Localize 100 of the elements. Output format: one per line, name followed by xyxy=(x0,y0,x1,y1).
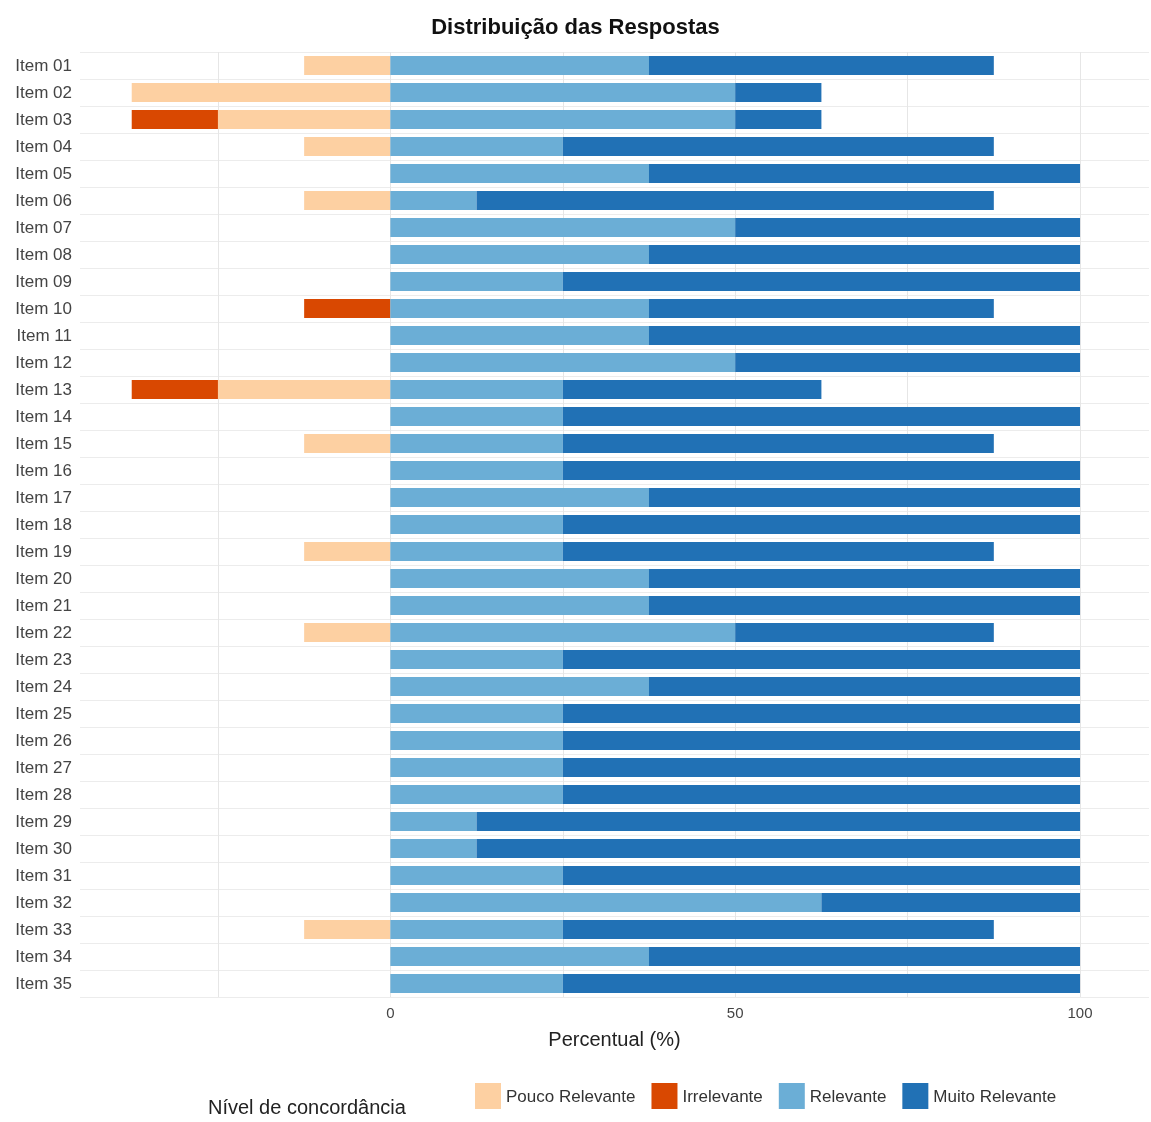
bar xyxy=(562,866,1081,885)
y-tick-label: Item 35 xyxy=(15,974,72,993)
y-tick-label: Item 10 xyxy=(15,299,72,318)
bar xyxy=(390,866,563,885)
bar xyxy=(735,110,822,129)
y-tick-label: Item 12 xyxy=(15,353,72,372)
bar xyxy=(648,677,1081,696)
bar xyxy=(648,299,994,318)
bar xyxy=(304,191,391,210)
bar xyxy=(476,812,1081,831)
bar xyxy=(304,299,391,318)
y-tick-label: Item 27 xyxy=(15,758,72,777)
y-tick-label: Item 31 xyxy=(15,866,72,885)
bar xyxy=(304,623,391,642)
x-axis-title: Percentual (%) xyxy=(548,1028,681,1050)
bar xyxy=(304,137,391,156)
bar xyxy=(735,83,822,102)
bar xyxy=(390,731,563,750)
y-tick-label: Item 02 xyxy=(15,83,72,102)
bar xyxy=(390,434,563,453)
bar xyxy=(562,461,1081,480)
bar xyxy=(131,83,391,102)
bar xyxy=(390,515,563,534)
x-tick-label: 0 xyxy=(386,1004,395,1021)
bar xyxy=(304,920,391,939)
y-tick-label: Item 34 xyxy=(15,947,72,966)
bar xyxy=(648,245,1081,264)
bar xyxy=(390,326,649,345)
y-tick-label: Item 06 xyxy=(15,191,72,210)
y-tick-label: Item 07 xyxy=(15,218,72,237)
bar xyxy=(304,56,391,75)
y-tick-label: Item 18 xyxy=(15,515,72,534)
bar xyxy=(648,596,1081,615)
legend-label: Relevante xyxy=(809,1086,887,1106)
bar xyxy=(648,56,994,75)
y-tick-label: Item 05 xyxy=(15,164,72,183)
bar xyxy=(390,164,649,183)
y-tick-label: Item 15 xyxy=(15,434,72,453)
bar xyxy=(390,677,649,696)
bar xyxy=(476,839,1081,858)
bar xyxy=(390,758,563,777)
bar xyxy=(304,542,391,561)
x-tick-label: 50 xyxy=(726,1004,744,1021)
bar xyxy=(735,218,1081,237)
bar xyxy=(390,839,477,858)
bar xyxy=(390,407,563,426)
y-tick-label: Item 16 xyxy=(15,461,72,480)
y-tick-label: Item 08 xyxy=(15,245,72,264)
y-tick-label: Item 30 xyxy=(15,839,72,858)
bar xyxy=(648,569,1081,588)
bar xyxy=(131,110,218,129)
bar xyxy=(390,650,563,669)
bar xyxy=(562,542,994,561)
legend-title: Nível de concordância xyxy=(208,1096,407,1118)
bar xyxy=(562,650,1081,669)
bar xyxy=(304,434,391,453)
y-tick-label: Item 23 xyxy=(15,650,72,669)
bar xyxy=(562,407,1081,426)
bar xyxy=(648,326,1081,345)
y-tick-label: Item 13 xyxy=(15,380,72,399)
bar xyxy=(390,623,736,642)
y-tick-label: Item 01 xyxy=(15,56,72,75)
bar xyxy=(390,974,563,993)
bar xyxy=(476,191,994,210)
y-tick-label: Item 26 xyxy=(15,731,72,750)
bar xyxy=(390,380,563,399)
legend-label: Pouco Relevante xyxy=(506,1086,636,1106)
x-tick-label: 100 xyxy=(1067,1004,1093,1021)
y-tick-label: Item 25 xyxy=(15,704,72,723)
bar xyxy=(131,380,218,399)
chart-title: Distribuição das Respostas xyxy=(431,13,720,39)
bar xyxy=(390,488,649,507)
bar xyxy=(217,380,391,399)
bar xyxy=(390,56,649,75)
bar xyxy=(390,569,649,588)
bar xyxy=(390,83,736,102)
bar xyxy=(562,785,1081,804)
y-tick-label: Item 17 xyxy=(15,488,72,507)
legend-label: Irrelevante xyxy=(682,1086,763,1106)
bar xyxy=(562,434,994,453)
y-tick-label: Item 28 xyxy=(15,785,72,804)
y-tick-label: Item 14 xyxy=(15,407,72,426)
y-tick-label: Item 24 xyxy=(15,677,72,696)
y-tick-label: Item 11 xyxy=(16,326,72,345)
bar xyxy=(648,164,1081,183)
bar xyxy=(390,920,563,939)
y-tick-label: Item 09 xyxy=(15,272,72,291)
bar xyxy=(390,542,563,561)
bar xyxy=(390,893,822,912)
bar xyxy=(390,596,649,615)
bar xyxy=(390,191,477,210)
bar xyxy=(390,110,736,129)
bar xyxy=(562,515,1081,534)
bar xyxy=(390,272,563,291)
bar xyxy=(217,110,391,129)
bar xyxy=(390,704,563,723)
legend-label: Muito Relevante xyxy=(933,1086,1057,1106)
bar xyxy=(648,488,1081,507)
bar xyxy=(390,245,649,264)
bar xyxy=(562,758,1081,777)
